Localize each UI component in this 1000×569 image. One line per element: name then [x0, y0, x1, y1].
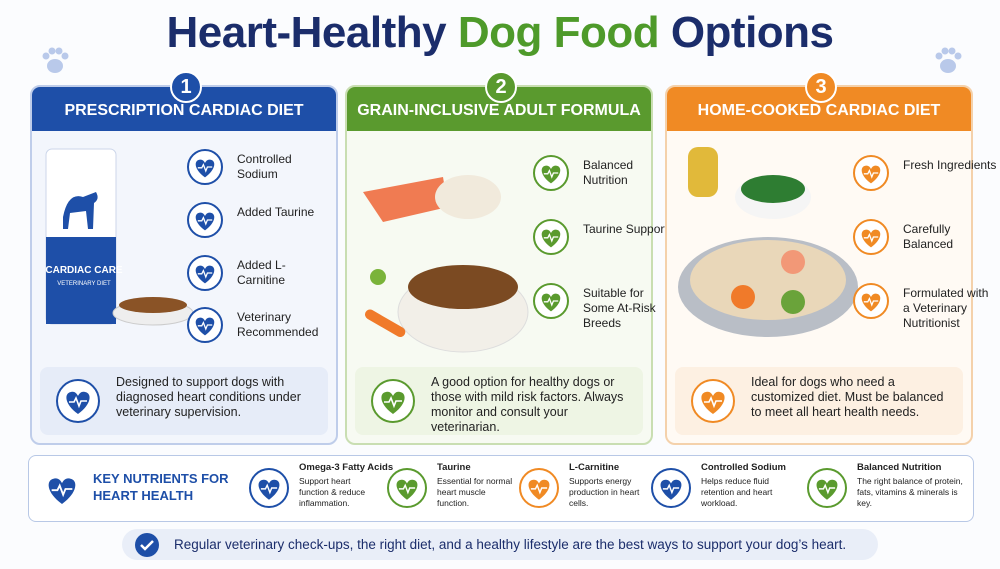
nutrient-text: Supports energy production in heart cell…: [569, 476, 640, 508]
heart-icon: [195, 159, 215, 178]
heart-icon: [396, 479, 418, 500]
description-box: Ideal for dogs who need a customized die…: [675, 367, 963, 435]
feature-text: Fresh Ingredients: [903, 158, 997, 172]
feature-icon: [187, 149, 223, 185]
title-part: Options: [670, 8, 834, 57]
description-icon: [371, 379, 415, 423]
nutrients-title: KEY NUTRIENTS FOR HEART HEALTH: [93, 471, 229, 503]
heart-icon: [541, 165, 561, 184]
feature-text: Added L-Carnitine: [237, 258, 286, 287]
feature-text: Added Taurine: [237, 205, 315, 219]
title-part: Heart-Healthy: [166, 8, 447, 57]
heart-icon: [541, 293, 561, 312]
description-text: A good option for healthy dogs or those …: [431, 375, 624, 434]
footer: Regular veterinary check-ups, the right …: [122, 529, 878, 560]
card-number: 2: [485, 71, 517, 103]
card-number: 1: [170, 71, 202, 103]
description-text: Designed to support dogs with diagnosed …: [116, 375, 301, 419]
feature-icon: [853, 219, 889, 255]
nutrient-icon: [387, 468, 427, 508]
feature-text: Balanced Nutrition: [583, 158, 634, 187]
heart-icon: [861, 165, 881, 184]
nutrient-icon: [249, 468, 289, 508]
feature-icon: [853, 155, 889, 191]
heart-icon: [195, 265, 215, 284]
heart-icon: [381, 391, 405, 414]
feature-text: Controlled Sodium: [237, 152, 292, 181]
check: [135, 533, 159, 557]
feature-icon: [187, 255, 223, 291]
heart-icon: [660, 479, 682, 500]
nutrient-text: Support heart function & reduce inflamma…: [299, 476, 366, 508]
heart-icon: [701, 391, 725, 414]
card: HOME-COOKED CARDIAC DIET 3 Fresh Ingredien…: [665, 71, 996, 445]
feature-icon: [533, 283, 569, 319]
card: PRESCRIPTION CARDIAC DIET 1 CARDIAC CARE VE…: [30, 71, 338, 445]
nutrient-text: Essential for normal heart muscle functi…: [437, 476, 513, 508]
bag-sublabel: VETERINARY DIET: [57, 281, 111, 287]
nutrient-name: Balanced Nutrition: [857, 462, 942, 473]
nutrient-text: The right balance of protein, fats, vita…: [857, 476, 963, 508]
nutrient-name: Controlled Sodium: [701, 462, 786, 473]
nutrient-icon: [651, 468, 691, 508]
feature-icon: [533, 155, 569, 191]
nutrients-icon: [39, 466, 85, 512]
nutrient-name: Taurine: [437, 462, 471, 473]
feature-icon: [533, 219, 569, 255]
description-icon: [56, 379, 100, 423]
illustration: [673, 137, 863, 357]
paw-icon: [42, 47, 69, 73]
illustration: [38, 137, 198, 357]
feature-text: Suitable for Some At-Risk Breeds: [583, 286, 656, 330]
feature-icon: [187, 202, 223, 238]
heart-icon: [861, 293, 881, 312]
description-box: Designed to support dogs with diagnosed …: [40, 367, 328, 435]
feature-text: Taurine Support: [583, 222, 668, 236]
description-icon: [691, 379, 735, 423]
heart-icon: [195, 317, 215, 336]
heart-icon: [528, 479, 550, 500]
title: Heart-Healthy Dog Food Options: [0, 8, 1000, 58]
food-illustration: [45, 148, 194, 326]
check-icon: [134, 532, 160, 558]
description-text: Ideal for dogs who need a customized die…: [751, 375, 944, 419]
heart-icon: [195, 212, 215, 231]
heart-icon: [541, 229, 561, 248]
card-number: 3: [805, 71, 837, 103]
feature-icon: [853, 283, 889, 319]
feature-text: Veterinary Recommended: [237, 310, 319, 339]
nutrient-icon: [519, 468, 559, 508]
nutrient-name: Omega-3 Fatty Acids: [299, 462, 394, 473]
bag-label: CARDIAC CARE: [45, 265, 123, 276]
heart-icon: [48, 478, 76, 504]
illustration: [353, 137, 543, 357]
nutrient-text: Helps reduce fluid retention and heart w…: [701, 476, 773, 508]
description-box: A good option for healthy dogs or those …: [355, 367, 643, 435]
paw-icon: [935, 47, 962, 73]
feature-text: Carefully Balanced: [903, 222, 954, 251]
card: GRAIN-INCLUSIVE ADULT FORMULA 2 Balanced N…: [345, 71, 668, 445]
feature-icon: [187, 307, 223, 343]
heart-icon: [816, 479, 838, 500]
food-illustration: [678, 147, 858, 337]
nutrient-name: L-Carnitine: [569, 462, 620, 473]
heart-icon: [861, 229, 881, 248]
food-illustration: [363, 175, 529, 353]
nutrient-icon: [807, 468, 847, 508]
heart-icon: [258, 479, 280, 500]
feature-text: Formulated with a Veterinary Nutritionis…: [903, 286, 989, 330]
nutrients-box: KEY NUTRIENTS FOR HEART HEALTH Omega-3 Fa…: [28, 455, 974, 522]
heart-icon: [66, 391, 90, 414]
title-part: Dog Food: [457, 8, 660, 57]
